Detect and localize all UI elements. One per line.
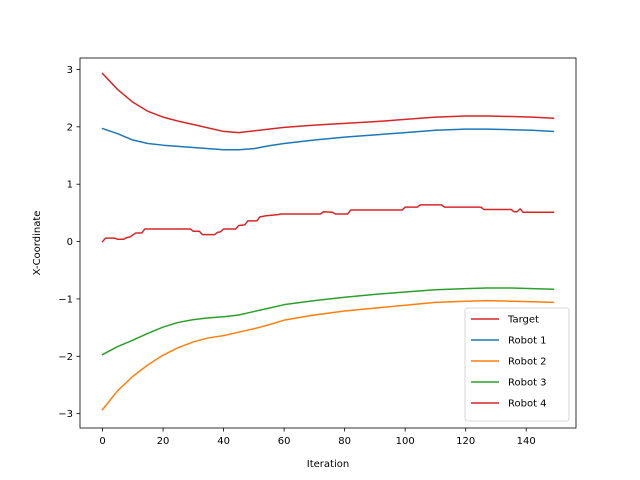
plot-area [101, 72, 555, 411]
legend-label-robot-4: Robot 4 [508, 399, 547, 410]
x-tick-label: 80 [338, 436, 351, 447]
series-line-robot-1 [101, 127, 555, 151]
series-line-target [101, 204, 555, 243]
y-tick-label: 1 [67, 180, 73, 191]
x-tick-label: 100 [396, 436, 415, 447]
x-tick-label: 0 [99, 436, 105, 447]
y-tick-label: −1 [58, 294, 73, 305]
legend-box [464, 307, 570, 422]
y-tick-label: 3 [67, 65, 73, 76]
x-tick-label: 60 [278, 436, 291, 447]
legend-label-target: Target [507, 315, 539, 326]
legend-label-robot-1: Robot 1 [508, 336, 547, 347]
legend: Target Robot 1 Robot 2 Robot 3 Robot 4 [464, 307, 570, 422]
y-tick-label: 2 [67, 122, 73, 133]
x-tick-label: 140 [517, 436, 536, 447]
x-tick-label: 40 [217, 436, 230, 447]
x-axis-label: Iteration [307, 459, 349, 470]
y-tick-label: −3 [58, 409, 73, 420]
legend-label-robot-3: Robot 3 [508, 378, 547, 389]
y-axis-ticks: −3 −2 −1 0 1 2 3 [58, 65, 80, 420]
series-line-robot-2 [101, 299, 555, 411]
x-axis-ticks: 0 20 40 60 80 100 120 140 [99, 428, 536, 447]
legend-label-robot-2: Robot 2 [508, 357, 547, 368]
y-tick-label: −2 [58, 352, 73, 363]
x-tick-label: 120 [456, 436, 475, 447]
series-line-robot-4 [101, 72, 555, 134]
y-axis-label: X-Coordinate [32, 211, 43, 276]
series-line-robot-3 [101, 287, 555, 356]
x-tick-label: 20 [157, 436, 170, 447]
axes-frame [79, 57, 577, 429]
y-tick-label: 0 [67, 237, 73, 248]
